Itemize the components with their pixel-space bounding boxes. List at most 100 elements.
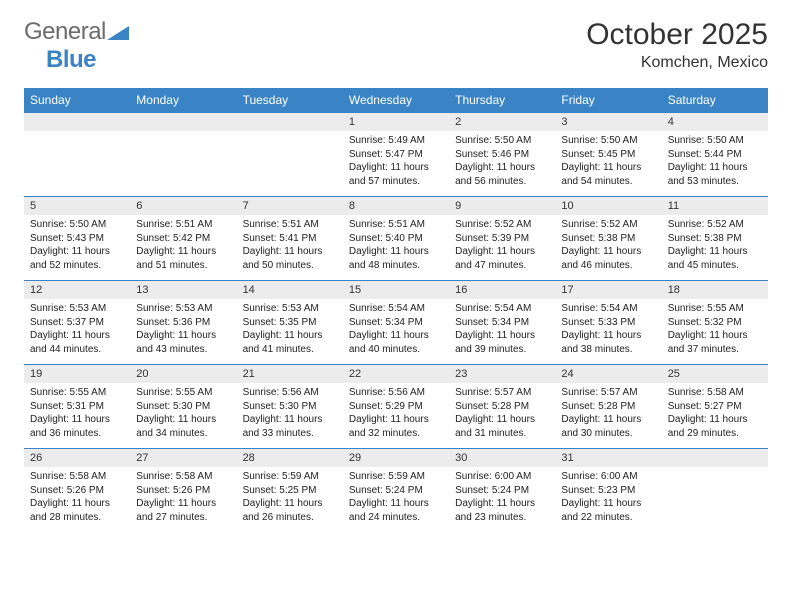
cell-line: Daylight: 11 hours [243,329,337,343]
cell-line: Daylight: 11 hours [243,413,337,427]
day-body-cell: Sunrise: 5:57 AMSunset: 5:28 PMDaylight:… [449,383,555,449]
title-block: October 2025 Komchen, Mexico [586,18,768,72]
cell-line: and 33 minutes. [243,427,337,441]
cell-line: Daylight: 11 hours [455,497,549,511]
cell-line: Sunrise: 5:57 AM [561,386,655,400]
cell-line: and 44 minutes. [30,343,124,357]
cell-line: Daylight: 11 hours [668,161,762,175]
day-number-cell: 21 [237,365,343,383]
cell-line: Daylight: 11 hours [668,413,762,427]
day-body-cell: Sunrise: 5:56 AMSunset: 5:29 PMDaylight:… [343,383,449,449]
day-body-cell: Sunrise: 5:54 AMSunset: 5:34 PMDaylight:… [449,299,555,365]
cell-line: Daylight: 11 hours [349,329,443,343]
cell-line: Sunrise: 6:00 AM [455,470,549,484]
cell-line: Sunrise: 5:59 AM [349,470,443,484]
cell-line: Sunrise: 5:58 AM [668,386,762,400]
day-body-cell: Sunrise: 5:52 AMSunset: 5:39 PMDaylight:… [449,215,555,281]
day-header: Thursday [449,88,555,113]
cell-line: and 31 minutes. [455,427,549,441]
day-number-cell: 14 [237,281,343,299]
cell-line: Sunset: 5:26 PM [136,484,230,498]
day-number-cell: 3 [555,113,661,131]
cell-line: and 22 minutes. [561,511,655,525]
cell-line: Sunrise: 5:53 AM [30,302,124,316]
cell-line: Sunrise: 5:55 AM [30,386,124,400]
cell-line: Daylight: 11 hours [455,245,549,259]
cell-line: and 45 minutes. [668,259,762,273]
cell-line: Daylight: 11 hours [561,329,655,343]
cell-line: and 23 minutes. [455,511,549,525]
day-body-cell: Sunrise: 5:59 AMSunset: 5:25 PMDaylight:… [237,467,343,532]
calendar-page: General Blue October 2025 Komchen, Mexic… [0,0,792,556]
day-number-cell: 24 [555,365,661,383]
cell-line: Daylight: 11 hours [30,413,124,427]
day-number-cell: 28 [237,449,343,467]
cell-line: and 53 minutes. [668,175,762,189]
cell-line: Sunset: 5:35 PM [243,316,337,330]
day-number-cell: 4 [662,113,768,131]
day-number-cell: 26 [24,449,130,467]
day-body-cell: Sunrise: 5:54 AMSunset: 5:33 PMDaylight:… [555,299,661,365]
cell-line: Sunset: 5:40 PM [349,232,443,246]
cell-line: and 36 minutes. [30,427,124,441]
cell-line: Sunset: 5:26 PM [30,484,124,498]
cell-line: Daylight: 11 hours [136,413,230,427]
cell-line: Sunset: 5:38 PM [668,232,762,246]
cell-line: Sunset: 5:25 PM [243,484,337,498]
cell-line: and 54 minutes. [561,175,655,189]
day-number-cell: 31 [555,449,661,467]
calendar-body: 1234Sunrise: 5:49 AMSunset: 5:47 PMDayli… [24,113,768,533]
day-body-cell: Sunrise: 5:57 AMSunset: 5:28 PMDaylight:… [555,383,661,449]
day-body-cell: Sunrise: 5:53 AMSunset: 5:37 PMDaylight:… [24,299,130,365]
day-header: Friday [555,88,661,113]
day-header: Sunday [24,88,130,113]
day-body-cell: Sunrise: 5:50 AMSunset: 5:46 PMDaylight:… [449,131,555,197]
cell-line: Sunset: 5:34 PM [349,316,443,330]
cell-line: Daylight: 11 hours [561,245,655,259]
cell-line: Daylight: 11 hours [136,497,230,511]
cell-line: and 48 minutes. [349,259,443,273]
day-body-cell: Sunrise: 5:58 AMSunset: 5:27 PMDaylight:… [662,383,768,449]
cell-line: Sunrise: 5:56 AM [243,386,337,400]
cell-line: Daylight: 11 hours [455,413,549,427]
cell-line: Daylight: 11 hours [349,497,443,511]
day-number-cell: 13 [130,281,236,299]
cell-line: and 29 minutes. [668,427,762,441]
day-body-cell: Sunrise: 5:55 AMSunset: 5:32 PMDaylight:… [662,299,768,365]
day-body-cell: Sunrise: 5:51 AMSunset: 5:41 PMDaylight:… [237,215,343,281]
calendar-table: SundayMondayTuesdayWednesdayThursdayFrid… [24,88,768,532]
day-body-cell: Sunrise: 5:55 AMSunset: 5:31 PMDaylight:… [24,383,130,449]
cell-line: Daylight: 11 hours [349,413,443,427]
cell-line: and 51 minutes. [136,259,230,273]
cell-line: and 57 minutes. [349,175,443,189]
cell-line: Sunset: 5:34 PM [455,316,549,330]
day-number-cell: 16 [449,281,555,299]
cell-line: Sunset: 5:38 PM [561,232,655,246]
cell-line: Sunset: 5:47 PM [349,148,443,162]
daynum-row: 19202122232425 [24,365,768,383]
cell-line: and 24 minutes. [349,511,443,525]
day-body-cell: Sunrise: 5:56 AMSunset: 5:30 PMDaylight:… [237,383,343,449]
daynum-row: 262728293031 [24,449,768,467]
day-body-cell: Sunrise: 5:52 AMSunset: 5:38 PMDaylight:… [662,215,768,281]
cell-line: Daylight: 11 hours [30,245,124,259]
day-body-cell: Sunrise: 6:00 AMSunset: 5:24 PMDaylight:… [449,467,555,532]
cell-line: Sunset: 5:30 PM [136,400,230,414]
cell-line: Sunrise: 5:51 AM [349,218,443,232]
cell-line: Sunset: 5:27 PM [668,400,762,414]
cell-line: Sunrise: 5:51 AM [136,218,230,232]
cell-line: Sunrise: 5:57 AM [455,386,549,400]
cell-line: Sunrise: 5:54 AM [561,302,655,316]
cell-line: and 34 minutes. [136,427,230,441]
day-body-cell [662,467,768,532]
cell-line: and 40 minutes. [349,343,443,357]
cell-line: Sunset: 5:32 PM [668,316,762,330]
day-body-row: Sunrise: 5:50 AMSunset: 5:43 PMDaylight:… [24,215,768,281]
day-number-cell [237,113,343,131]
day-number-cell: 29 [343,449,449,467]
day-header-row: SundayMondayTuesdayWednesdayThursdayFrid… [24,88,768,113]
cell-line: Sunrise: 5:54 AM [349,302,443,316]
day-number-cell: 10 [555,197,661,215]
cell-line: Sunset: 5:23 PM [561,484,655,498]
day-number-cell: 11 [662,197,768,215]
